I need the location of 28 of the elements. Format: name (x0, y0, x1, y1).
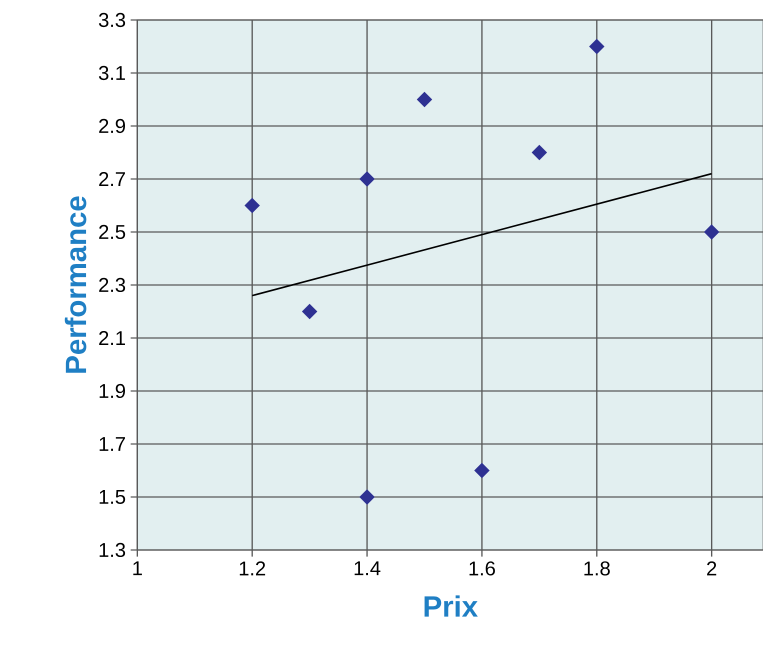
x-tick-label: 1.2 (240, 561, 266, 576)
y-axis-title: Performance (64, 196, 86, 373)
x-tick-label: 1.8 (584, 561, 610, 576)
x-tick-label: 1 (133, 561, 142, 576)
point (302, 304, 318, 320)
x-tick-label: 2 (707, 561, 716, 576)
point (532, 144, 547, 160)
y-tick-label: 2.3 (99, 278, 126, 292)
point (416, 92, 432, 108)
y-tick-label: 2.7 (99, 172, 125, 186)
point (244, 198, 260, 214)
y-tick-label: 2.1 (99, 331, 125, 345)
y-tick-label: 1.5 (100, 490, 126, 504)
point (704, 224, 720, 240)
point (589, 38, 604, 54)
y-tick-label: 1.7 (100, 437, 125, 451)
y-tick-label: 3.3 (98, 12, 126, 28)
point (359, 489, 375, 505)
y-tick-label: 3.1 (98, 66, 125, 80)
x-tick-label: 1.6 (470, 561, 495, 576)
point (359, 171, 375, 187)
x-axis-title: Prix (424, 595, 478, 617)
y-tick-label: 2.9 (99, 118, 125, 134)
point (474, 462, 490, 478)
y-tick-label: 2.5 (99, 224, 126, 240)
y-tick-label: 1.3 (100, 542, 126, 558)
y-tick-label: 1.9 (100, 384, 125, 398)
x-tick-label: 1.4 (354, 561, 380, 576)
